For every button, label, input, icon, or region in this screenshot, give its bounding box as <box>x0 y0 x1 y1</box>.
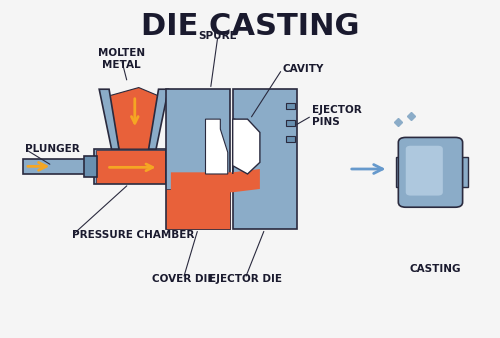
Bar <box>84 156 96 177</box>
Text: MOLTEN
METAL: MOLTEN METAL <box>98 48 145 70</box>
Bar <box>94 149 166 184</box>
Text: EJECTOR DIE: EJECTOR DIE <box>208 274 282 284</box>
Text: CASTING: CASTING <box>410 264 461 274</box>
Text: SPURE: SPURE <box>198 31 237 41</box>
FancyBboxPatch shape <box>406 146 443 196</box>
Text: PRESSURE CHAMBER: PRESSURE CHAMBER <box>72 231 194 241</box>
Polygon shape <box>232 119 245 174</box>
Text: EJECTOR
PINS: EJECTOR PINS <box>312 105 362 127</box>
Polygon shape <box>148 89 169 149</box>
Bar <box>22 159 87 174</box>
Text: COVER DIE: COVER DIE <box>152 274 214 284</box>
Polygon shape <box>99 89 119 149</box>
FancyBboxPatch shape <box>398 138 462 207</box>
Bar <box>286 103 294 109</box>
Bar <box>286 120 294 126</box>
Bar <box>96 150 165 183</box>
Bar <box>166 189 230 229</box>
Text: DIE CASTING: DIE CASTING <box>141 11 359 41</box>
Bar <box>232 89 297 229</box>
Polygon shape <box>232 119 260 174</box>
Polygon shape <box>109 88 158 149</box>
Bar <box>396 158 408 187</box>
Polygon shape <box>206 119 228 174</box>
Bar <box>166 89 230 229</box>
Text: PLUNGER: PLUNGER <box>25 144 80 154</box>
Text: CAVITY: CAVITY <box>282 64 324 74</box>
Bar <box>286 137 294 142</box>
Polygon shape <box>171 169 260 192</box>
Bar <box>455 158 468 187</box>
